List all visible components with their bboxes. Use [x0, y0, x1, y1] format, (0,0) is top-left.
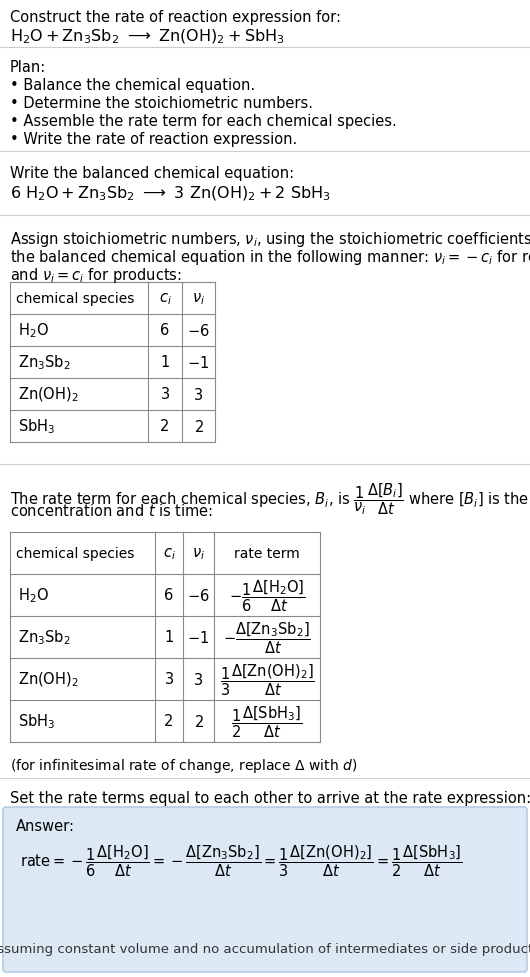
Text: $\dfrac{1}{2}\dfrac{\Delta[\mathrm{SbH_3}]}{\Delta t}$: $\dfrac{1}{2}\dfrac{\Delta[\mathrm{SbH_3…: [232, 703, 303, 739]
Text: the balanced chemical equation in the following manner: $\nu_i = -c_i$ for react: the balanced chemical equation in the fo…: [10, 248, 530, 267]
Text: 3: 3: [161, 387, 170, 403]
Text: $\mathrm{H_2O}$: $\mathrm{H_2O}$: [18, 586, 49, 605]
Text: $\mathrm{H_2O + Zn_3Sb_2 \ \longrightarrow \ Zn(OH)_2 + SbH_3}$: $\mathrm{H_2O + Zn_3Sb_2 \ \longrightarr…: [10, 28, 285, 46]
Text: $\mathrm{Zn(OH)_2}$: $\mathrm{Zn(OH)_2}$: [18, 385, 79, 404]
Text: 2: 2: [164, 714, 174, 729]
Text: Set the rate terms equal to each other to arrive at the rate expression:: Set the rate terms equal to each other t…: [10, 790, 530, 805]
Text: $\nu_i$: $\nu_i$: [192, 545, 205, 561]
Text: $-1$: $-1$: [188, 355, 209, 370]
Text: $-\dfrac{1}{6}\dfrac{\Delta[\mathrm{H_2O}]}{\Delta t}$: $-\dfrac{1}{6}\dfrac{\Delta[\mathrm{H_2O…: [229, 577, 305, 614]
Text: $\mathrm{SbH_3}$: $\mathrm{SbH_3}$: [18, 417, 55, 436]
Text: $\mathrm{H_2O}$: $\mathrm{H_2O}$: [18, 321, 49, 340]
Text: Answer:: Answer:: [16, 818, 75, 833]
Text: (for infinitesimal rate of change, replace $\Delta$ with $d$): (for infinitesimal rate of change, repla…: [10, 756, 357, 774]
Text: 6: 6: [164, 588, 174, 603]
Text: (assuming constant volume and no accumulation of intermediates or side products): (assuming constant volume and no accumul…: [0, 942, 530, 956]
FancyBboxPatch shape: [3, 807, 527, 972]
Text: chemical species: chemical species: [16, 292, 135, 306]
Text: $c_i$: $c_i$: [163, 545, 175, 561]
Text: chemical species: chemical species: [16, 546, 135, 561]
Text: • Write the rate of reaction expression.: • Write the rate of reaction expression.: [10, 132, 297, 147]
Text: $c_i$: $c_i$: [158, 291, 171, 307]
Text: $3$: $3$: [193, 671, 204, 687]
Text: $\mathrm{6\ H_2O + Zn_3Sb_2 \ \longrightarrow \ 3\ Zn(OH)_2 + 2\ SbH_3}$: $\mathrm{6\ H_2O + Zn_3Sb_2 \ \longright…: [10, 185, 331, 203]
Text: $\nu_i$: $\nu_i$: [192, 291, 205, 307]
Text: Plan:: Plan:: [10, 60, 46, 75]
Text: • Balance the chemical equation.: • Balance the chemical equation.: [10, 78, 255, 93]
Text: rate term: rate term: [234, 546, 300, 561]
Text: $\mathrm{Zn(OH)_2}$: $\mathrm{Zn(OH)_2}$: [18, 670, 79, 689]
Text: $\mathrm{rate} = -\dfrac{1}{6}\dfrac{\Delta[\mathrm{H_2O}]}{\Delta t} = -\dfrac{: $\mathrm{rate} = -\dfrac{1}{6}\dfrac{\De…: [20, 842, 463, 877]
Text: 2: 2: [160, 419, 170, 434]
Text: $\mathrm{Zn_3Sb_2}$: $\mathrm{Zn_3Sb_2}$: [18, 628, 70, 647]
Text: $3$: $3$: [193, 387, 204, 403]
Text: $-6$: $-6$: [187, 587, 210, 604]
Text: 1: 1: [164, 630, 174, 645]
Text: 6: 6: [161, 323, 170, 338]
Text: $\mathrm{Zn_3Sb_2}$: $\mathrm{Zn_3Sb_2}$: [18, 354, 70, 372]
Text: The rate term for each chemical species, $B_i$, is $\dfrac{1}{\nu_i}\dfrac{\Delt: The rate term for each chemical species,…: [10, 481, 530, 516]
Text: $\mathrm{SbH_3}$: $\mathrm{SbH_3}$: [18, 712, 55, 731]
Text: • Assemble the rate term for each chemical species.: • Assemble the rate term for each chemic…: [10, 114, 397, 129]
Text: $2$: $2$: [193, 418, 204, 435]
Text: $\dfrac{1}{3}\dfrac{\Delta[\mathrm{Zn(OH)_2}]}{\Delta t}$: $\dfrac{1}{3}\dfrac{\Delta[\mathrm{Zn(OH…: [219, 661, 314, 697]
Text: $-6$: $-6$: [187, 322, 210, 339]
Text: $-\dfrac{\Delta[\mathrm{Zn_3Sb_2}]}{\Delta t}$: $-\dfrac{\Delta[\mathrm{Zn_3Sb_2}]}{\Del…: [223, 619, 311, 656]
Text: 3: 3: [164, 672, 173, 687]
Text: concentration and $t$ is time:: concentration and $t$ is time:: [10, 502, 213, 519]
Text: Construct the rate of reaction expression for:: Construct the rate of reaction expressio…: [10, 10, 341, 25]
Text: $-1$: $-1$: [188, 629, 209, 646]
Text: Write the balanced chemical equation:: Write the balanced chemical equation:: [10, 166, 294, 181]
Text: Assign stoichiometric numbers, $\nu_i$, using the stoichiometric coefficients, $: Assign stoichiometric numbers, $\nu_i$, …: [10, 230, 530, 249]
Text: 1: 1: [161, 355, 170, 370]
Text: $2$: $2$: [193, 713, 204, 729]
Text: and $\nu_i = c_i$ for products:: and $\nu_i = c_i$ for products:: [10, 266, 182, 284]
Text: • Determine the stoichiometric numbers.: • Determine the stoichiometric numbers.: [10, 96, 313, 110]
